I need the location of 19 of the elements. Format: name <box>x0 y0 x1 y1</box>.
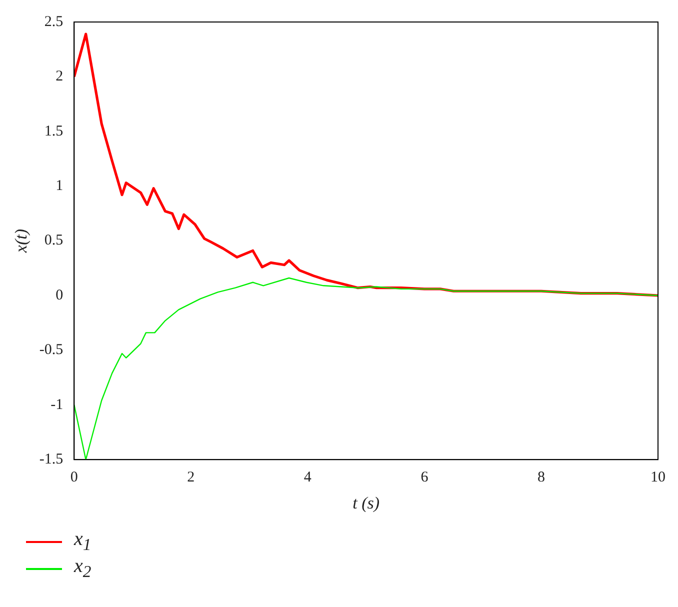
y-tick-label: -1.5 <box>39 452 64 468</box>
y-tick-label: 2 <box>56 68 64 85</box>
x-tick-label: 8 <box>537 470 545 486</box>
x-tick-label: 0 <box>70 470 78 486</box>
legend-label: x$_{1}$ <box>74 528 92 555</box>
x-tick-label: 10 <box>650 470 666 486</box>
x-tick-label: 2 <box>187 470 195 486</box>
y-tick-label: -1 <box>50 396 64 413</box>
x-tick-label: 6 <box>420 470 429 486</box>
x-axis-title: t (s) <box>352 493 380 512</box>
y-tick-label: -0.5 <box>39 342 64 358</box>
y-tick-label: 1 <box>56 178 64 194</box>
y-tick-label: 0 <box>56 287 64 304</box>
y-tick-label: 0.5 <box>44 232 64 249</box>
y-tick-label: 2.5 <box>44 14 64 30</box>
legend-label: x$_{2}$ <box>74 555 92 582</box>
y-axis-title: x(t) <box>12 228 31 254</box>
y-tick-label: 1.5 <box>44 123 64 140</box>
x-tick-label: 4 <box>304 470 312 486</box>
